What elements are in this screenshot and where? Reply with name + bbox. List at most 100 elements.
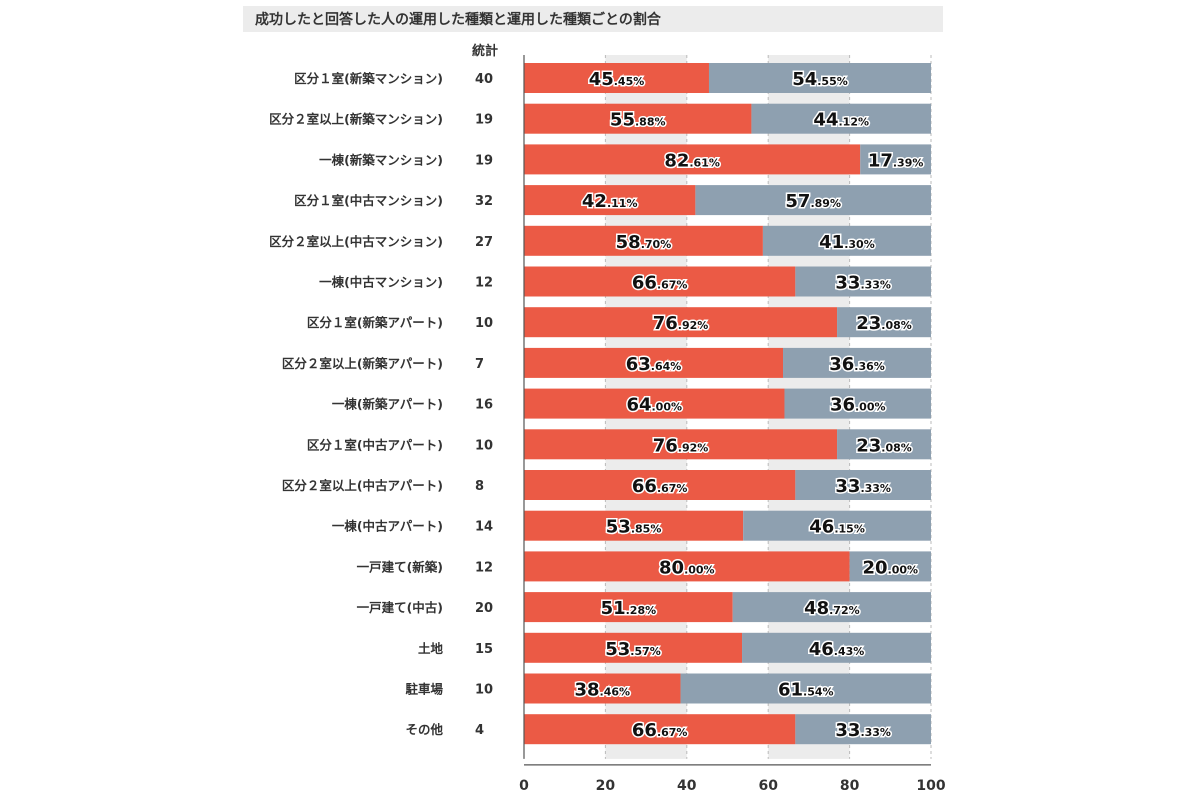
bar-other — [695, 185, 931, 216]
count-value: 32 — [475, 194, 493, 209]
x-tick-label: 40 — [677, 778, 697, 794]
data-label-other: 61.54% — [778, 680, 834, 701]
bar-success — [524, 225, 763, 256]
data-label-other: 23.08% — [856, 313, 912, 334]
bar-other — [751, 103, 931, 134]
bar-other — [680, 673, 931, 704]
bar-success — [524, 673, 681, 704]
bar-other — [783, 347, 931, 378]
x-tick-label: 80 — [840, 778, 860, 794]
bar-success — [524, 510, 744, 541]
data-label-other: 54.55% — [792, 69, 848, 90]
data-label-other: 36.00% — [830, 395, 886, 416]
count-value: 12 — [475, 560, 493, 575]
data-label-success: 53.57% — [605, 639, 661, 660]
count-value: 12 — [475, 276, 493, 291]
data-label-other: 44.12% — [813, 110, 869, 131]
bar-success — [524, 347, 784, 378]
x-tick-label: 60 — [758, 778, 778, 794]
data-label-other: 33.33% — [835, 476, 891, 497]
bar-success — [524, 388, 785, 419]
count-value: 10 — [475, 316, 493, 331]
count-value: 16 — [475, 398, 493, 413]
bar-success — [524, 185, 696, 216]
count-value: 15 — [475, 642, 493, 657]
bar-other — [784, 388, 931, 419]
data-label-success: 80.00% — [659, 557, 715, 578]
data-label-other: 33.33% — [835, 720, 891, 741]
category-label: 土地 — [418, 641, 444, 656]
data-label-other: 17.39% — [868, 150, 924, 171]
bar-other — [762, 225, 931, 256]
category-label: 区分２室以上(新築マンション) — [269, 112, 443, 127]
bar-other — [743, 510, 931, 541]
data-label-success: 82.61% — [664, 150, 720, 171]
data-label-other: 20.00% — [863, 557, 919, 578]
category-label: 一戸建て(新築) — [357, 559, 443, 574]
data-label-success: 51.28% — [601, 598, 657, 619]
category-label: 駐車場 — [405, 682, 443, 697]
count-value: 40 — [475, 72, 493, 87]
data-label-other: 23.08% — [856, 435, 912, 456]
data-label-other: 48.72% — [804, 598, 860, 619]
category-label: その他 — [405, 722, 443, 737]
bar-other — [837, 307, 931, 338]
count-value: 4 — [475, 723, 484, 738]
bar-other — [708, 63, 931, 93]
category-label: 一棟(新築アパート) — [332, 397, 443, 412]
bar-other — [795, 470, 931, 500]
count-value: 7 — [475, 357, 484, 372]
bar-success — [524, 714, 796, 745]
data-label-other: 46.15% — [809, 517, 865, 538]
data-label-success: 64.00% — [626, 395, 682, 416]
bar-other — [742, 632, 931, 663]
count-value: 19 — [475, 113, 493, 128]
bar-success — [524, 266, 796, 297]
bar-success — [524, 632, 743, 663]
data-label-other: 41.30% — [819, 232, 875, 253]
bar-other — [795, 714, 931, 745]
bar-success — [524, 103, 752, 134]
count-value: 8 — [475, 479, 484, 494]
count-value: 19 — [475, 153, 493, 168]
data-label-success: 63.64% — [626, 354, 682, 375]
bar-other — [837, 429, 931, 460]
x-tick-label: 100 — [916, 778, 945, 794]
data-label-success: 66.67% — [632, 273, 688, 294]
data-label-other: 33.33% — [835, 273, 891, 294]
bar-success — [524, 63, 709, 93]
category-label: 一棟(中古アパート) — [332, 519, 443, 534]
data-label-success: 38.46% — [574, 680, 630, 701]
bar-success — [524, 592, 733, 623]
count-value: 14 — [475, 520, 493, 535]
bar-success — [524, 470, 796, 500]
x-tick-label: 20 — [596, 778, 616, 794]
bar-other — [849, 551, 931, 582]
bar-success — [524, 429, 838, 460]
bar-other — [732, 592, 931, 623]
chart-title: 成功したと回答した人の運用した種類と運用した種類ごとの割合 — [255, 12, 661, 28]
category-label: 区分２室以上(中古アパート) — [282, 478, 443, 493]
data-label-success: 66.67% — [632, 720, 688, 741]
category-label: 区分１室(中古アパート) — [307, 437, 443, 452]
bar-success — [524, 144, 861, 175]
data-label-success: 45.45% — [589, 69, 645, 90]
category-label: 区分１室(新築アパート) — [307, 315, 443, 330]
data-label-success: 42.11% — [582, 191, 638, 212]
bar-other — [795, 266, 931, 297]
category-label: 一棟(中古マンション) — [319, 275, 443, 290]
bar-success — [524, 307, 838, 338]
count-value: 10 — [475, 438, 493, 453]
x-tick-label: 0 — [519, 778, 529, 794]
data-label-other: 46.43% — [809, 639, 865, 660]
data-label-success: 58.70% — [616, 232, 672, 253]
category-label: 区分２室以上(中古マンション) — [269, 234, 443, 249]
category-label: 区分１室(新築マンション) — [294, 71, 443, 86]
category-label: 一棟(新築マンション) — [319, 152, 443, 167]
category-label: 一戸建て(中古) — [357, 600, 443, 615]
data-label-success: 55.88% — [610, 110, 666, 131]
data-label-other: 36.36% — [829, 354, 885, 375]
count-value: 27 — [475, 235, 493, 250]
data-label-other: 57.89% — [785, 191, 841, 212]
